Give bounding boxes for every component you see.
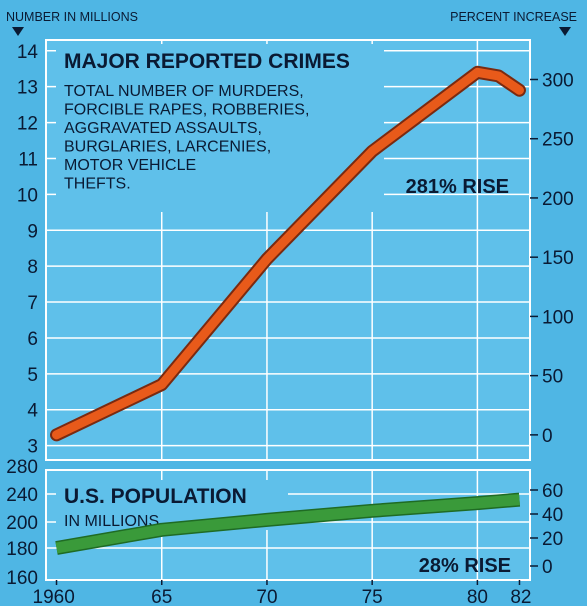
population-left-tick-label: 280 [6, 457, 38, 478]
crimes-subtitle-line: THEFTS. [64, 176, 131, 193]
crimes-right-tick-label: 200 [542, 189, 574, 210]
crimes-left-tick-label: 6 [27, 329, 38, 350]
crimes-subtitle: TOTAL NUMBER OF MURDERS, FORCIBLE RAPES, … [64, 83, 309, 193]
population-right-tick-label: 20 [542, 529, 563, 550]
crimes-title: MAJOR REPORTED CRIMES [64, 50, 350, 73]
crimes-left-tick-label: 12 [17, 114, 38, 135]
crimes-left-tick-label: 10 [17, 185, 38, 206]
right-axis-header: PERCENT INCREASE [450, 10, 577, 24]
crimes-subtitle-line: BURGLARIES, LARCENIES, [64, 139, 271, 156]
crimes-left-tick-label: 4 [27, 401, 38, 422]
x-tick-label: 80 [467, 587, 488, 606]
crimes-subtitle-line: AGGRAVATED ASSAULTS, [64, 120, 262, 137]
crimes-left-tick-label: 13 [17, 78, 38, 99]
crimes-left-ticks: 3 4 5 6 7 8 9 10 11 12 13 14 [17, 42, 39, 458]
population-left-tick-label: 160 [6, 568, 38, 589]
x-tick-label: 82 [510, 587, 531, 606]
crimes-panel: 3 4 5 6 7 8 9 10 11 12 13 14 0 50 100 150 200 250 300 MAJ… [17, 39, 574, 461]
population-right-tick-label: 40 [542, 505, 563, 526]
population-left-tick-label: 180 [6, 539, 38, 560]
population-left-tick-label: 200 [6, 513, 38, 534]
crimes-subtitle-line: MOTOR VEHICLE [64, 157, 196, 174]
population-title: U.S. POPULATION [64, 485, 247, 508]
population-left-tick-label: 240 [6, 485, 38, 506]
right-axis-arrow-icon [559, 27, 571, 36]
population-series [55, 492, 521, 555]
crimes-title-box [56, 44, 384, 212]
crimes-left-tick-label: 8 [27, 257, 38, 278]
crimes-series [50, 65, 526, 442]
crimes-left-tick-label: 14 [17, 42, 39, 63]
x-tick-label: 70 [256, 587, 277, 606]
x-tick-label: 75 [362, 587, 383, 606]
crimes-subtitle-line: FORCIBLE RAPES, ROBBERIES, [64, 102, 309, 119]
x-tick-label: 1960 [33, 587, 75, 606]
crimes-left-tick-label: 7 [27, 293, 38, 314]
left-axis-arrow-icon [12, 27, 24, 36]
population-right-ticks: 0 20 40 60 [530, 481, 563, 578]
crimes-rise-annotation: 281% RISE [406, 176, 509, 198]
crimes-right-ticks: 0 50 100 150 200 250 300 [530, 70, 574, 447]
crimes-left-tick-label: 11 [18, 149, 38, 170]
crimes-right-tick-label: 300 [542, 70, 574, 91]
left-axis-header: NUMBER IN MILLIONS [6, 10, 138, 24]
population-rise-annotation: 28% RISE [419, 555, 511, 577]
population-right-tick-label: 0 [542, 557, 553, 578]
crimes-right-tick-label: 250 [542, 130, 574, 151]
crimes-right-tick-label: 50 [542, 367, 563, 388]
x-tick-label: 65 [151, 587, 172, 606]
population-left-ticks: 160 180 200 240 280 [6, 457, 38, 589]
population-series-line [55, 494, 520, 554]
crimes-subtitle-line: TOTAL NUMBER OF MURDERS, [64, 83, 304, 100]
crimes-right-tick-label: 0 [542, 426, 553, 447]
crimes-right-tick-label: 100 [542, 307, 574, 328]
population-right-tick-label: 60 [542, 481, 563, 502]
population-subtitle: IN MILLIONS [64, 513, 159, 530]
crimes-left-tick-label: 9 [27, 221, 38, 242]
crimes-right-tick-label: 150 [542, 248, 574, 269]
crimes-left-tick-label: 5 [27, 365, 38, 386]
x-axis-ticks: 1960 65 70 75 80 82 [33, 580, 531, 606]
crimes-left-tick-label: 3 [27, 437, 38, 458]
